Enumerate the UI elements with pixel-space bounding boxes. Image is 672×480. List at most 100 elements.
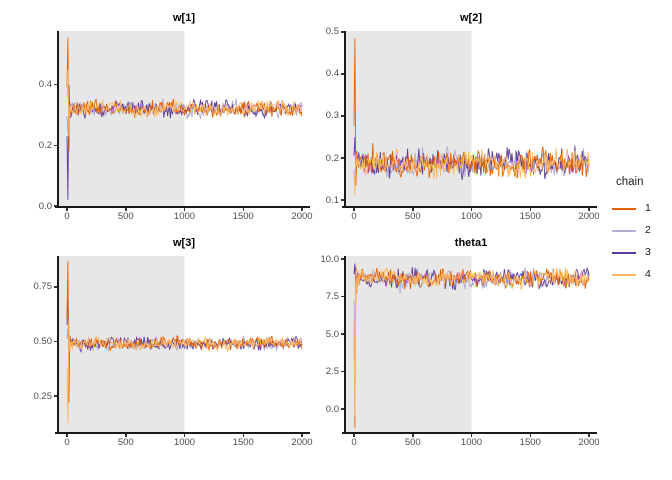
legend-item-chain-3: 3 bbox=[612, 246, 651, 259]
legend-item-chain-2: 2 bbox=[612, 224, 651, 237]
panel-title-theta1: theta1 bbox=[454, 237, 488, 249]
y-tick bbox=[341, 408, 344, 410]
warmup-region bbox=[59, 31, 185, 206]
x-tick bbox=[301, 208, 303, 211]
trace-panel-w[3] bbox=[59, 256, 303, 432]
x-tick bbox=[588, 208, 590, 211]
y-tick-label: 10.0 bbox=[320, 253, 340, 265]
x-tick-label: 1500 bbox=[519, 437, 541, 448]
x-tick bbox=[529, 434, 531, 437]
x-tick-label: 0 bbox=[64, 437, 70, 448]
y-tick bbox=[341, 370, 344, 373]
x-tick bbox=[353, 208, 355, 211]
legend-title: chain bbox=[616, 176, 644, 188]
x-tick-label: 1500 bbox=[519, 211, 541, 222]
x-tick bbox=[66, 434, 68, 437]
y-tick bbox=[341, 333, 344, 335]
y-tick-label: 0.75 bbox=[33, 281, 53, 293]
chain-3-key-line bbox=[612, 251, 636, 254]
trace-line-chain-1 bbox=[353, 267, 590, 428]
y-tick bbox=[54, 286, 57, 288]
trace-line-chain-4 bbox=[353, 148, 590, 196]
y-tick-label: 2.5 bbox=[325, 366, 339, 378]
y-tick-label: 0.4 bbox=[38, 79, 52, 91]
y-tick-label: 0.0 bbox=[38, 200, 52, 212]
y-tick bbox=[54, 340, 57, 343]
x-tick-label: 0 bbox=[351, 211, 357, 222]
y-tick bbox=[341, 295, 344, 298]
y-tick-label: 0.50 bbox=[33, 335, 53, 347]
y-tick bbox=[341, 157, 344, 159]
legend-label: 3 bbox=[645, 246, 651, 258]
x-tick bbox=[301, 434, 303, 437]
trace-line-chain-4 bbox=[66, 69, 303, 137]
x-tick bbox=[529, 208, 531, 211]
x-tick-label: 500 bbox=[117, 437, 134, 448]
chain-1-key-line bbox=[612, 207, 636, 210]
y-tick bbox=[341, 199, 344, 201]
x-tick-label: 500 bbox=[404, 437, 421, 448]
x-tick-label: 1500 bbox=[232, 211, 254, 222]
x-tick bbox=[183, 434, 186, 437]
x-axis-line bbox=[342, 432, 597, 434]
x-tick-label: 2000 bbox=[291, 211, 313, 222]
y-tick-label: 0.1 bbox=[325, 194, 339, 206]
y-tick-label: 0.0 bbox=[325, 403, 339, 415]
x-tick-label: 1000 bbox=[460, 211, 483, 222]
x-axis-line bbox=[55, 432, 310, 434]
x-tick bbox=[412, 208, 414, 211]
warmup-region bbox=[346, 31, 472, 206]
trace-panel-theta1 bbox=[346, 256, 590, 432]
y-tick-label: 0.2 bbox=[38, 139, 52, 151]
x-tick bbox=[66, 208, 68, 211]
trace-line-chain-4 bbox=[353, 267, 590, 417]
y-tick bbox=[341, 258, 344, 260]
legend-item-chain-1: 1 bbox=[612, 202, 651, 215]
panel-title-w3: w[3] bbox=[173, 237, 195, 249]
legend-label: 2 bbox=[645, 224, 651, 236]
x-tick bbox=[242, 434, 244, 437]
y-axis-line bbox=[57, 256, 59, 434]
trace-panel-w[1] bbox=[59, 31, 303, 206]
panel-title-w1: w[1] bbox=[173, 12, 195, 24]
y-tick bbox=[54, 144, 57, 147]
y-tick-label: 0.3 bbox=[325, 110, 339, 122]
trace-panel-w[2] bbox=[346, 31, 590, 206]
x-tick bbox=[470, 434, 473, 437]
legend-item-chain-4: 4 bbox=[612, 268, 651, 281]
trace-line-chain-4 bbox=[66, 319, 303, 424]
y-tick-label: 5.0 bbox=[325, 328, 339, 340]
y-tick bbox=[54, 395, 57, 397]
panel-title-w2: w[2] bbox=[460, 12, 482, 24]
legend-label: 4 bbox=[645, 268, 651, 280]
x-tick bbox=[412, 434, 414, 437]
y-tick bbox=[341, 115, 344, 117]
x-tick bbox=[353, 434, 355, 437]
y-axis-line bbox=[344, 31, 346, 208]
x-tick bbox=[125, 208, 127, 211]
x-axis-line bbox=[55, 206, 310, 208]
y-tick-label: 0.4 bbox=[325, 68, 339, 80]
x-tick-label: 1500 bbox=[232, 437, 254, 448]
x-tick-label: 2000 bbox=[578, 437, 600, 448]
x-axis-line bbox=[342, 206, 597, 208]
x-tick-label: 1000 bbox=[173, 437, 196, 448]
y-tick bbox=[54, 83, 57, 86]
chain-2-key-line bbox=[612, 229, 636, 232]
x-tick-label: 0 bbox=[64, 211, 70, 222]
y-tick-label: 0.5 bbox=[325, 26, 339, 38]
chain-4-key-line bbox=[612, 273, 636, 276]
x-tick bbox=[125, 434, 127, 437]
x-tick-label: 1000 bbox=[460, 437, 483, 448]
y-tick bbox=[54, 205, 57, 207]
y-axis-line bbox=[344, 256, 346, 434]
x-tick-label: 500 bbox=[404, 211, 421, 222]
x-tick bbox=[242, 208, 244, 211]
y-tick bbox=[341, 31, 344, 33]
x-tick-label: 500 bbox=[117, 211, 134, 222]
x-tick bbox=[588, 434, 590, 437]
x-tick-label: 1000 bbox=[173, 211, 196, 222]
x-tick bbox=[470, 208, 473, 211]
y-axis-line bbox=[57, 31, 59, 208]
